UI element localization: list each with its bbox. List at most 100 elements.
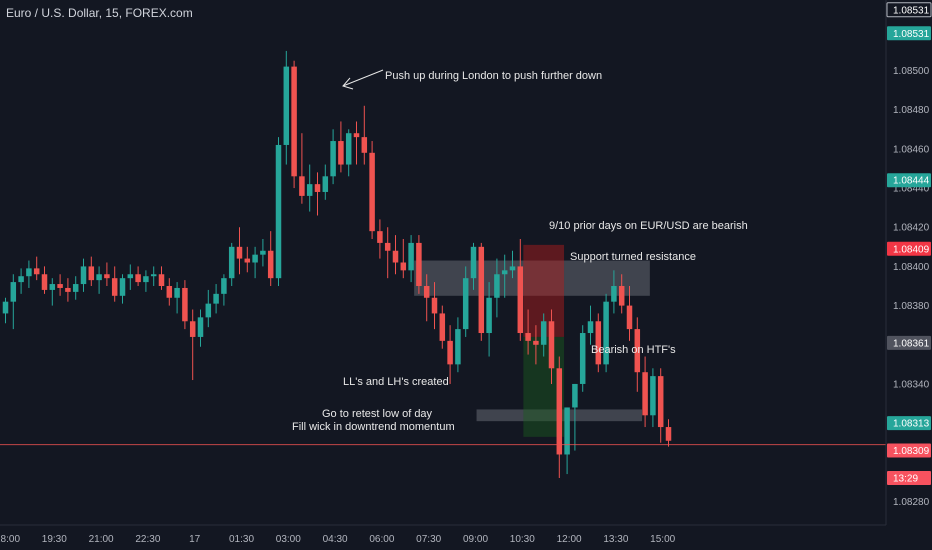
- candle: [579, 325, 586, 392]
- time-axis[interactable]: 18:00 19:30 21:00 22:30 17 01:30 03:00 04:30 06:…: [0, 524, 886, 545]
- x-tick-label: 12:00: [557, 534, 582, 545]
- support-turned-resistance-box: [414, 260, 650, 296]
- annotation-ll-lh: LL's and LH's created: [343, 376, 449, 388]
- candle: [197, 309, 204, 347]
- candle: [322, 164, 329, 200]
- y-tick-label: 1.08280: [893, 497, 930, 508]
- price-tag: 1.08531: [886, 2, 932, 18]
- price-tag: 1.08361: [887, 335, 931, 350]
- candle: [533, 325, 539, 365]
- candle: [18, 268, 24, 294]
- candle: [291, 60, 297, 189]
- candle: [416, 235, 422, 294]
- x-tick-label: 07:30: [416, 534, 441, 545]
- candle: [2, 297, 9, 324]
- candle: [236, 227, 243, 275]
- candle: [72, 276, 79, 300]
- candle: [260, 238, 266, 267]
- candle: [221, 274, 227, 306]
- candle: [626, 286, 633, 341]
- svg-text:1.08313: 1.08313: [893, 419, 930, 430]
- x-tick-label: 13:30: [603, 534, 628, 545]
- candle: [244, 246, 251, 273]
- x-tick-label: 22:30: [135, 534, 160, 545]
- candle: [447, 325, 453, 384]
- price-tag: 1.08409: [887, 241, 931, 256]
- candle: [119, 274, 126, 304]
- candle: [104, 262, 110, 287]
- price-tag: 1.08444: [887, 173, 931, 188]
- candle: [618, 274, 625, 314]
- price-tag: 1.08531: [887, 26, 931, 41]
- x-tick-label: 04:30: [323, 534, 348, 545]
- candle: [166, 278, 173, 306]
- candle: [611, 270, 617, 314]
- candle: [267, 231, 274, 287]
- candle: [57, 274, 63, 296]
- candle: [595, 313, 602, 373]
- candle: [509, 250, 516, 279]
- y-tick-label: 1.08380: [893, 301, 930, 312]
- price-tag: 1.08309: [887, 443, 931, 458]
- y-tick-label: 1.08440: [893, 184, 930, 195]
- candle: [189, 309, 196, 381]
- candle: [462, 266, 469, 337]
- annotation-prior-days: 9/10 prior days on EUR/USD are bearish: [549, 220, 748, 232]
- x-tick-label: 21:00: [89, 534, 114, 545]
- candle: [439, 305, 446, 349]
- candle: [41, 266, 48, 294]
- x-tick-label: 10:30: [510, 534, 535, 545]
- annotation-arrow: [342, 69, 384, 90]
- candle: [143, 270, 149, 292]
- candle: [275, 137, 282, 287]
- candle: [548, 309, 555, 384]
- svg-text:1.08531: 1.08531: [893, 5, 930, 16]
- candle: [392, 235, 399, 275]
- price-tag: 13:29: [887, 470, 931, 485]
- candle: [657, 368, 664, 443]
- candle: [174, 282, 180, 314]
- price-axis[interactable]: 1.08500 1.08480 1.08460 1.08440 1.08420 1.084…: [885, 0, 932, 525]
- svg-text:1.08409: 1.08409: [893, 244, 930, 255]
- candle: [65, 278, 71, 302]
- candle: [455, 317, 461, 373]
- candle: [345, 129, 352, 177]
- candle: [603, 293, 609, 373]
- candle: [150, 266, 157, 287]
- candle: [587, 305, 594, 345]
- annotation-fill-wick: Fill wick in downtrend momentum: [292, 421, 455, 433]
- candle: [283, 50, 290, 165]
- candle: [494, 258, 500, 318]
- candle: [470, 242, 477, 290]
- y-tick-label: 1.08480: [893, 105, 930, 116]
- candle: [135, 266, 141, 287]
- candle: [353, 121, 360, 165]
- candle: [330, 129, 336, 185]
- candle: [665, 419, 672, 447]
- candle: [338, 121, 344, 173]
- candle: [486, 282, 492, 357]
- annotation-support-resistance: Support turned resistance: [570, 251, 696, 263]
- candle: [361, 105, 368, 165]
- candle: [49, 278, 56, 306]
- candle: [540, 313, 547, 357]
- candle: [213, 284, 219, 314]
- y-tick-label: 1.08460: [893, 144, 930, 155]
- candle: [306, 164, 313, 212]
- candle: [314, 172, 321, 216]
- y-tick-label: 1.08400: [893, 262, 930, 273]
- annotation-bearish-htf: Bearish on HTF's: [591, 344, 676, 356]
- candle: [384, 227, 391, 279]
- candle: [431, 282, 438, 330]
- candle: [377, 219, 383, 259]
- candle: [228, 242, 235, 287]
- candle: [572, 383, 578, 451]
- candle: [10, 274, 17, 330]
- candle: [501, 254, 508, 298]
- x-tick-label: 17: [189, 534, 201, 545]
- annotation-push-up: Push up during London to push further do…: [385, 70, 603, 82]
- price-tag: 1.08313: [887, 416, 931, 431]
- candle: [517, 238, 524, 341]
- candle: [26, 260, 32, 288]
